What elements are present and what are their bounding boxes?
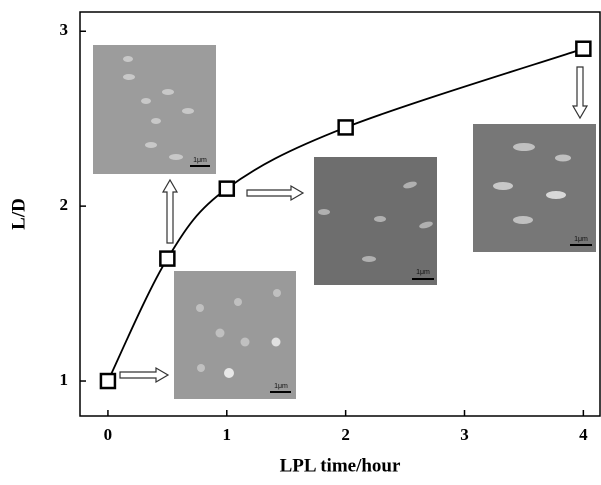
arrow bbox=[119, 366, 170, 384]
y-tick-label: 3 bbox=[60, 20, 69, 39]
marker bbox=[337, 119, 354, 136]
inset-4: 1μm bbox=[473, 124, 596, 252]
scale-bar-label: 1μm bbox=[416, 269, 430, 276]
inset-1: 1μm bbox=[93, 45, 216, 174]
scale-bar-label: 1μm bbox=[574, 236, 588, 243]
inset-2: 1μm bbox=[174, 271, 296, 399]
marker bbox=[218, 180, 236, 197]
x-tick-label: 4 bbox=[579, 425, 588, 444]
plot-frame bbox=[79, 11, 601, 417]
inset-3: 1μm bbox=[314, 157, 437, 285]
arrow bbox=[571, 66, 589, 120]
x-tick-label: 3 bbox=[460, 425, 469, 444]
y-tick-label: 1 bbox=[60, 370, 69, 389]
arrow bbox=[246, 184, 305, 202]
x-tick-label: 0 bbox=[104, 425, 113, 444]
x-axis-label: LPL time/hour bbox=[280, 455, 401, 476]
x-tick-label: 2 bbox=[341, 425, 350, 444]
y-tick-label: 2 bbox=[60, 195, 69, 214]
scale-bar-label: 1μm bbox=[274, 383, 288, 390]
x-tick-label: 1 bbox=[223, 425, 232, 444]
marker bbox=[575, 40, 592, 57]
y-axis-label: L/D bbox=[8, 198, 29, 230]
curve bbox=[107, 47, 584, 382]
marker bbox=[99, 372, 117, 390]
marker bbox=[159, 250, 176, 267]
scale-bar-label: 1μm bbox=[193, 157, 207, 164]
arrow bbox=[161, 178, 179, 244]
